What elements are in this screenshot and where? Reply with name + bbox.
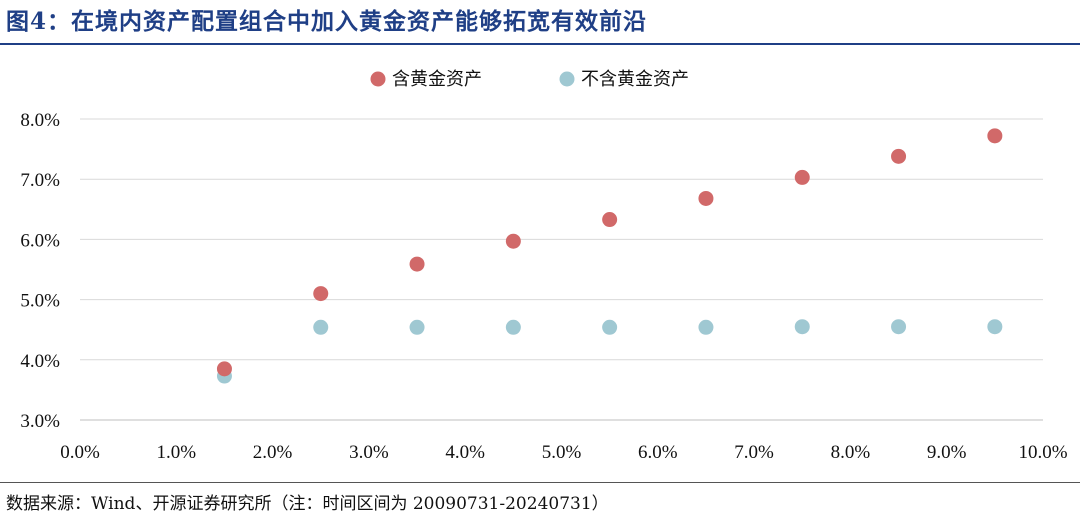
title-divider bbox=[0, 43, 1080, 45]
y-tick-label: 3.0% bbox=[20, 411, 60, 432]
legend-marker-with-gold bbox=[370, 71, 386, 87]
x-tick-label: 2.0% bbox=[253, 442, 293, 463]
y-tick-label: 8.0% bbox=[20, 110, 60, 131]
legend-label-with-gold: 含黄金资产 bbox=[392, 69, 482, 90]
point-with-gold bbox=[891, 148, 907, 164]
point-without-gold bbox=[409, 319, 425, 335]
x-tick-label: 10.0% bbox=[1018, 442, 1067, 463]
point-without-gold bbox=[891, 319, 907, 335]
y-tick-label: 5.0% bbox=[20, 291, 60, 312]
point-with-gold bbox=[313, 286, 329, 302]
x-tick-label: 7.0% bbox=[734, 442, 774, 463]
x-tick-label: 1.0% bbox=[157, 442, 197, 463]
point-with-gold bbox=[987, 128, 1003, 144]
legend-marker-without-gold bbox=[559, 71, 575, 87]
footer-divider bbox=[0, 482, 1080, 483]
x-tick-label: 6.0% bbox=[638, 442, 678, 463]
point-with-gold bbox=[794, 169, 810, 185]
y-tick-label: 4.0% bbox=[20, 351, 60, 372]
chart-legend: 含黄金资产 不含黄金资产 bbox=[370, 69, 689, 90]
x-tick-label: 9.0% bbox=[927, 442, 967, 463]
gridlines bbox=[80, 118, 1043, 421]
x-axis-ticks: 0.0% 1.0% 2.0% 3.0% 4.0% 5.0% 6.0% 7.0% 8.0% 9.0%… bbox=[60, 442, 1068, 463]
y-axis-ticks: 3.0% 4.0% 5.0% 6.0% 7.0% 8.0% bbox=[20, 110, 60, 432]
x-tick-label: 8.0% bbox=[831, 442, 871, 463]
y-tick-label: 7.0% bbox=[20, 170, 60, 191]
point-with-gold bbox=[602, 212, 618, 228]
point-with-gold bbox=[216, 361, 232, 377]
y-tick-label: 6.0% bbox=[20, 230, 60, 251]
x-tick-label: 3.0% bbox=[349, 442, 389, 463]
point-without-gold bbox=[698, 319, 714, 335]
point-without-gold bbox=[602, 319, 618, 335]
x-tick-label: 4.0% bbox=[445, 442, 485, 463]
source-note: 数据来源：Wind、开源证券研究所（注：时间区间为 20090731-20240… bbox=[6, 494, 609, 514]
figure-title: 图4：在境内资产配置组合中加入黄金资产能够拓宽有效前沿 bbox=[6, 8, 648, 35]
x-tick-label: 0.0% bbox=[60, 442, 100, 463]
data-points bbox=[216, 128, 1003, 384]
point-without-gold bbox=[987, 319, 1003, 335]
point-without-gold bbox=[794, 319, 810, 335]
point-with-gold bbox=[698, 190, 714, 206]
legend-label-without-gold: 不含黄金资产 bbox=[581, 69, 689, 90]
point-with-gold bbox=[409, 256, 425, 272]
point-with-gold bbox=[505, 233, 521, 249]
point-without-gold bbox=[505, 319, 521, 335]
x-tick-label: 5.0% bbox=[542, 442, 582, 463]
point-without-gold bbox=[313, 319, 329, 335]
scatter-chart: 含黄金资产 不含黄金资产 3.0% 4.0% 5.0% 6.0% 7.0% 8.0% 0.0… bbox=[20, 69, 1068, 463]
